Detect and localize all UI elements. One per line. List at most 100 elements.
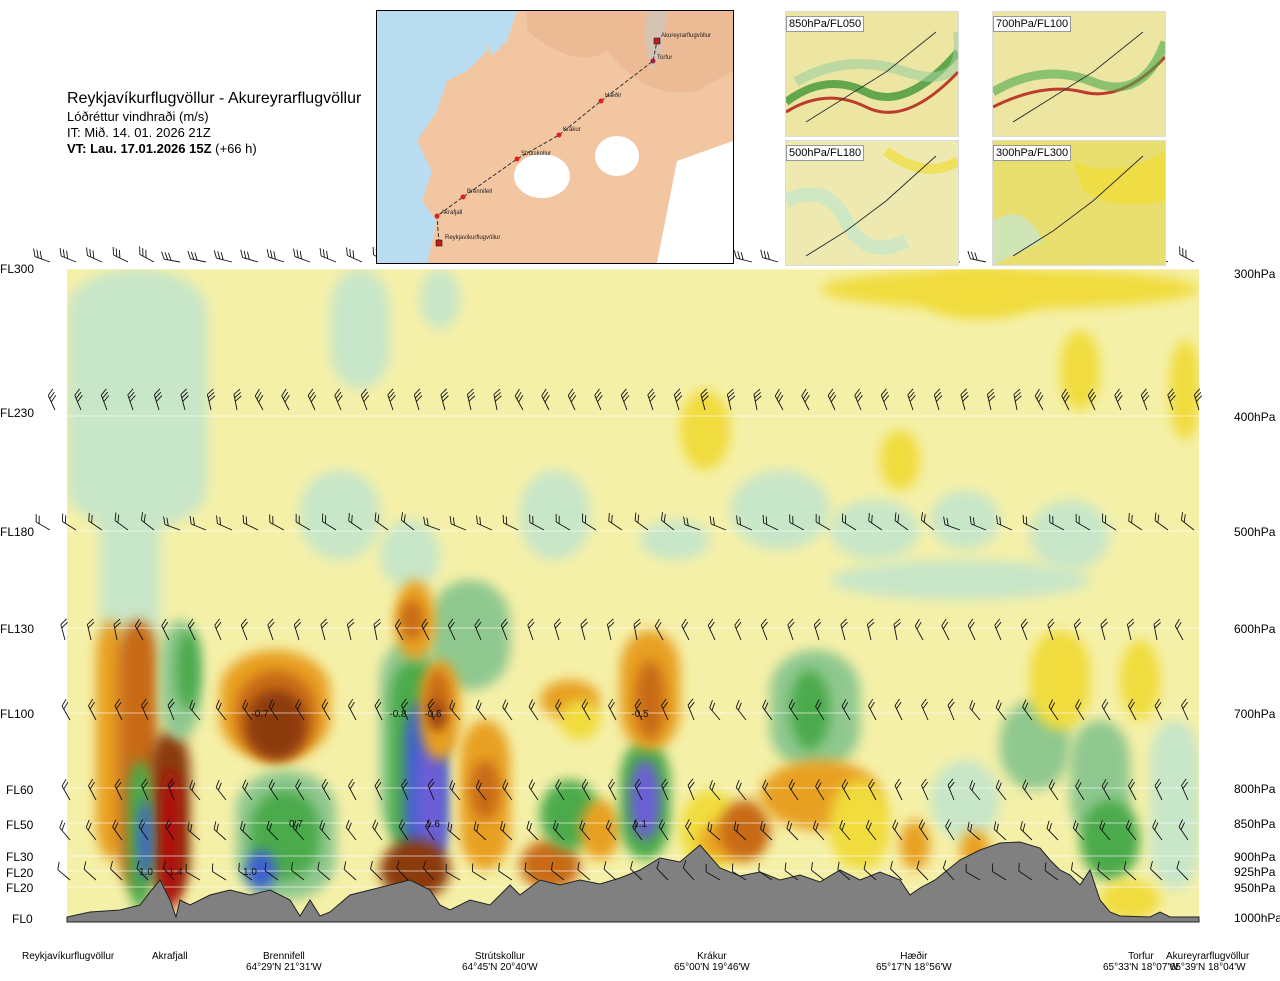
wind-barb	[268, 699, 279, 721]
wind-barb	[837, 861, 851, 881]
wind-barb	[868, 512, 883, 531]
wind-barb	[892, 819, 903, 841]
value-label: -0.6	[424, 709, 442, 720]
wind-barb	[661, 698, 669, 721]
wind-barb	[180, 388, 189, 411]
wind-barb	[1176, 860, 1189, 881]
field-blob	[400, 600, 424, 640]
wind-barb	[295, 513, 311, 531]
wind-barb	[550, 862, 565, 881]
wind-barb	[815, 513, 831, 531]
wind-barb	[206, 388, 216, 411]
wind-barb	[189, 515, 207, 531]
field-blob	[900, 820, 930, 870]
wind-barb	[541, 388, 550, 411]
wind-barb	[167, 698, 175, 721]
wind-barb	[334, 388, 343, 411]
wind-barb	[890, 860, 903, 881]
wind-barb	[735, 779, 747, 801]
wind-barb	[233, 388, 242, 411]
wind-barb	[61, 513, 77, 531]
wind-barb	[789, 514, 805, 531]
wind-barb	[153, 388, 163, 411]
wind-barb	[114, 778, 123, 801]
wind-barb	[139, 246, 155, 263]
field-blob	[830, 560, 1090, 600]
wind-barb	[187, 821, 201, 841]
wind-barb	[114, 512, 129, 531]
wind-barb	[254, 388, 264, 411]
wind-barb	[473, 821, 487, 841]
wind-barb	[83, 861, 97, 881]
wind-barb	[514, 388, 524, 411]
wind-barb	[1073, 618, 1082, 641]
wind-barb	[774, 388, 784, 411]
wind-barb	[242, 779, 253, 801]
wind-barb	[707, 618, 716, 641]
mini-map-850: 850hPa/FL050	[785, 11, 959, 137]
wind-barb	[348, 778, 357, 801]
wind-barb	[1128, 698, 1137, 721]
wind-barb	[1044, 862, 1059, 881]
wind-barb	[47, 388, 57, 411]
wind-barb	[85, 819, 97, 841]
location-label: Brennifell 64°29'N 21°31'W	[246, 951, 322, 973]
wind-barb	[427, 778, 435, 801]
wind-barb	[579, 820, 591, 841]
wind-barb	[398, 819, 409, 841]
wind-barb	[1125, 819, 1137, 841]
wind-barb	[555, 513, 571, 531]
wind-barb	[760, 249, 779, 263]
wind-barb	[165, 819, 175, 841]
route-waypoint-label: Krákur	[563, 127, 581, 133]
location-label: Strútskollur 64°45'N 20°40'W	[462, 951, 538, 973]
wind-barb	[894, 698, 903, 721]
hpa-label: 850hPa	[1234, 817, 1276, 831]
wind-barb	[726, 388, 736, 411]
mini-map-500: 500hPa/FL180	[785, 140, 959, 266]
wind-barb	[266, 820, 279, 841]
wind-barb	[112, 819, 123, 841]
wind-barb	[760, 618, 768, 641]
wind-barb	[581, 698, 591, 721]
wind-barb	[86, 247, 103, 263]
field-blob	[640, 520, 710, 560]
wind-barb	[1020, 618, 1028, 641]
hpa-label: 300hPa	[1234, 267, 1276, 281]
wind-barb	[502, 779, 513, 801]
location-label: Krákur 65°00'N 19°46'W	[674, 951, 750, 973]
wind-barb	[921, 778, 929, 801]
field-blob	[630, 760, 660, 840]
wind-barb	[762, 699, 773, 721]
wind-barb	[387, 388, 396, 411]
field-blob	[246, 850, 276, 890]
wind-barb	[1180, 512, 1195, 531]
terrain-profile	[66, 841, 1200, 923]
wind-barb	[1152, 819, 1163, 841]
wind-barb	[348, 698, 357, 721]
wind-barb	[1174, 618, 1184, 641]
wind-barb	[731, 863, 747, 881]
wind-barb	[991, 863, 1007, 881]
wind-barb	[187, 250, 207, 263]
wind-barb	[863, 861, 877, 881]
wind-barb	[421, 618, 430, 641]
wind-barb	[654, 618, 664, 641]
wind-barb	[841, 513, 857, 531]
wind-barb	[413, 388, 423, 411]
wind-barb	[942, 860, 955, 881]
wind-barb	[269, 514, 285, 531]
fl-label: FL20	[6, 866, 34, 880]
value-label: 1.6	[426, 819, 440, 830]
wind-barb	[348, 512, 363, 531]
fl-label: FL20	[6, 881, 34, 895]
wind-barb	[293, 618, 302, 641]
wind-barb	[445, 863, 461, 881]
wind-barb	[423, 516, 441, 531]
wind-barb	[216, 515, 233, 531]
wind-barb	[1099, 820, 1111, 841]
field-blob	[430, 580, 510, 690]
wind-barb	[620, 388, 630, 411]
wind-barb	[112, 246, 129, 263]
